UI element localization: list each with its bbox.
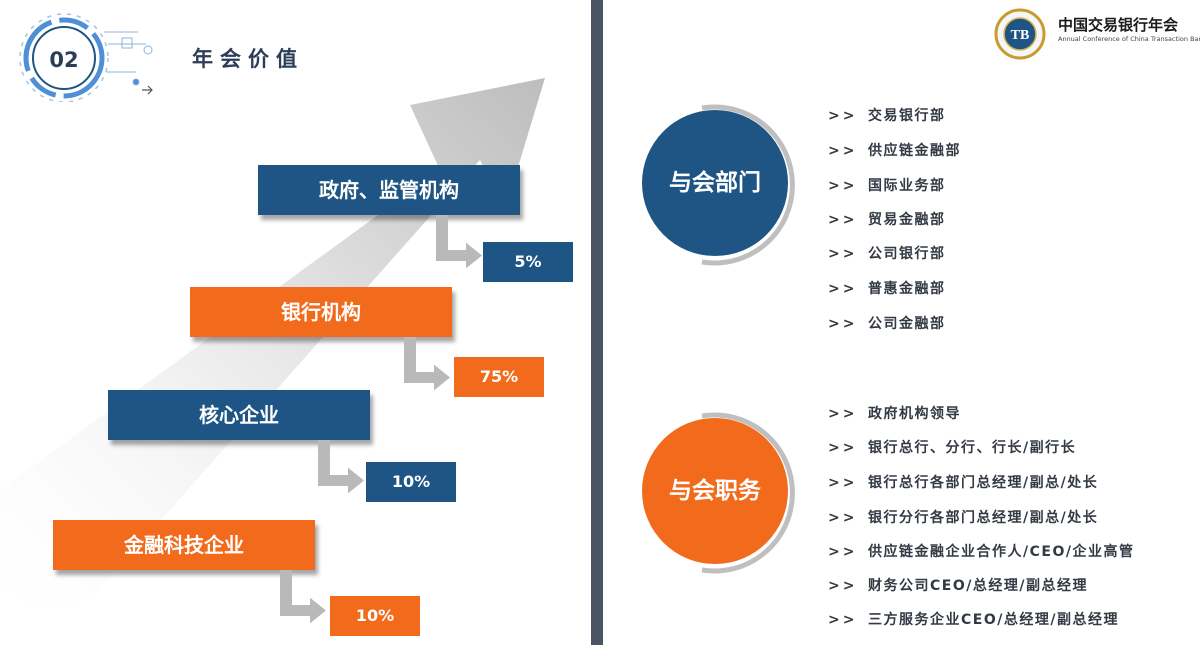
departments-circle-label: 与会部门: [669, 170, 761, 196]
percent-badge-core-enterprises: 10%: [366, 462, 456, 502]
double-chevron-icon: >>: [828, 246, 858, 262]
percent-badge-government: 5%: [483, 242, 573, 282]
department-item: >> 贸易金融部: [828, 209, 946, 229]
double-chevron-icon: >>: [828, 316, 858, 332]
percent-badge-banks: 75%: [454, 357, 544, 397]
vertical-divider: [591, 0, 603, 645]
double-chevron-icon: >>: [828, 281, 858, 297]
position-label: 三方服务企业CEO/总经理/副总经理: [868, 612, 1119, 628]
positions-circle-arc: [701, 412, 795, 574]
position-item: >> 政府机构领导: [828, 403, 961, 423]
department-label: 公司金融部: [868, 316, 946, 332]
department-item: >> 国际业务部: [828, 175, 946, 195]
connector-arrow-icon: [318, 440, 364, 494]
position-label: 银行总行各部门总经理/副总/处长: [868, 475, 1099, 491]
double-chevron-icon: >>: [828, 212, 858, 228]
percent-badge-fintech: 10%: [330, 596, 420, 636]
departments-circle: 与会部门: [642, 110, 788, 256]
step-banks: 银行机构: [190, 287, 452, 337]
position-label: 财务公司CEO/总经理/副总经理: [868, 578, 1088, 594]
double-chevron-icon: >>: [828, 475, 858, 491]
department-label: 贸易金融部: [868, 212, 946, 228]
department-item: >> 交易银行部: [828, 105, 946, 125]
department-item: >> 供应链金融部: [828, 140, 961, 160]
double-chevron-icon: >>: [828, 578, 858, 594]
connector-arrow-icon: [436, 215, 482, 269]
step-core-enterprises: 核心企业: [108, 390, 370, 440]
position-label: 银行分行各部门总经理/副总/处长: [868, 510, 1099, 526]
positions-circle-label: 与会职务: [669, 478, 761, 504]
step-government-regulators: 政府、监管机构: [258, 165, 520, 215]
department-item: >> 普惠金融部: [828, 278, 946, 298]
position-label: 政府机构领导: [868, 406, 961, 422]
connector-arrow-icon: [280, 570, 326, 624]
position-item: >> 供应链金融企业合作人/CEO/企业高管: [828, 541, 1134, 561]
double-chevron-icon: >>: [828, 440, 858, 456]
double-chevron-icon: >>: [828, 612, 858, 628]
position-item: >> 银行分行各部门总经理/副总/处长: [828, 507, 1098, 527]
page-title: 年会价值: [192, 47, 304, 71]
step-label: 金融科技企业: [124, 533, 244, 557]
step-fintech-enterprises: 金融科技企业: [53, 520, 315, 570]
step-label: 银行机构: [281, 300, 361, 324]
department-item: >> 公司金融部: [828, 313, 946, 333]
department-label: 公司银行部: [868, 246, 946, 262]
double-chevron-icon: >>: [828, 544, 858, 560]
double-chevron-icon: >>: [828, 108, 858, 124]
logo-subtitle: Annual Conference of China Transaction B…: [1058, 35, 1200, 43]
department-label: 国际业务部: [868, 178, 946, 194]
double-chevron-icon: >>: [828, 143, 858, 159]
connector-arrow-icon: [404, 337, 450, 391]
position-item: >> 银行总行、分行、行长/副行长: [828, 437, 1076, 457]
department-label: 供应链金融部: [868, 143, 961, 159]
tb-logo-icon: TB: [994, 8, 1046, 60]
section-badge-decoration: [19, 13, 153, 102]
position-label: 银行总行、分行、行长/副行长: [868, 440, 1077, 456]
department-item: >> 公司银行部: [828, 243, 946, 263]
step-label: 核心企业: [199, 403, 279, 427]
double-chevron-icon: >>: [828, 178, 858, 194]
position-item: >> 银行总行各部门总经理/副总/处长: [828, 472, 1098, 492]
double-chevron-icon: >>: [828, 510, 858, 526]
logo-title: 中国交易银行年会: [1058, 16, 1179, 34]
logo-emblem-text: TB: [1011, 28, 1030, 43]
position-label: 供应链金融企业合作人/CEO/企业高管: [868, 544, 1135, 560]
section-number: 02: [49, 48, 79, 72]
position-item: >> 三方服务企业CEO/总经理/副总经理: [828, 609, 1119, 629]
departments-circle-arc: [701, 104, 795, 266]
department-label: 交易银行部: [868, 108, 946, 124]
positions-circle: 与会职务: [642, 418, 788, 564]
double-chevron-icon: >>: [828, 406, 858, 422]
department-label: 普惠金融部: [868, 281, 946, 297]
position-item: >> 财务公司CEO/总经理/副总经理: [828, 575, 1088, 595]
step-label: 政府、监管机构: [319, 178, 459, 202]
